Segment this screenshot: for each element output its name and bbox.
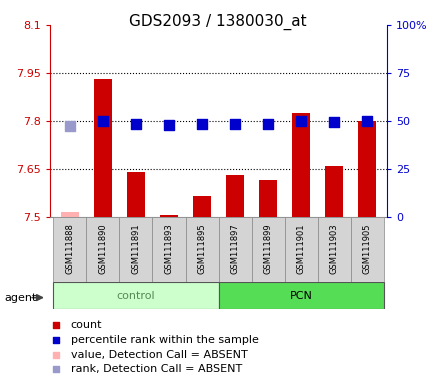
Bar <box>317 217 350 282</box>
Point <box>231 121 238 127</box>
Bar <box>358 121 375 217</box>
Point <box>330 119 337 126</box>
Bar <box>226 175 243 217</box>
Point <box>52 337 59 343</box>
Bar <box>127 172 145 217</box>
Text: agent: agent <box>4 293 36 303</box>
Bar <box>119 217 152 282</box>
Bar <box>325 166 342 217</box>
Text: GDS2093 / 1380030_at: GDS2093 / 1380030_at <box>128 13 306 30</box>
Point <box>264 121 271 127</box>
Bar <box>53 217 86 282</box>
Bar <box>193 196 210 217</box>
Point <box>198 121 205 127</box>
Text: GSM111891: GSM111891 <box>131 223 140 274</box>
Text: value, Detection Call = ABSENT: value, Detection Call = ABSENT <box>71 349 247 360</box>
Bar <box>185 217 218 282</box>
Bar <box>61 212 79 217</box>
Point <box>363 118 370 124</box>
Bar <box>218 282 383 309</box>
Point <box>132 121 139 127</box>
Point <box>165 122 172 128</box>
Point <box>52 352 59 358</box>
Bar <box>218 217 251 282</box>
Bar <box>152 217 185 282</box>
Bar <box>251 217 284 282</box>
Bar <box>53 282 218 309</box>
Text: GSM111890: GSM111890 <box>98 223 107 274</box>
Text: GSM111903: GSM111903 <box>329 223 338 274</box>
Point <box>52 366 59 372</box>
Text: GSM111899: GSM111899 <box>263 223 272 274</box>
Bar <box>259 180 276 217</box>
Bar <box>350 217 383 282</box>
Text: GSM111901: GSM111901 <box>296 223 305 273</box>
Bar <box>284 217 317 282</box>
Text: GSM111897: GSM111897 <box>230 223 239 274</box>
Bar <box>94 79 112 217</box>
Text: control: control <box>116 291 155 301</box>
Text: GSM111905: GSM111905 <box>362 223 371 273</box>
Text: GSM111888: GSM111888 <box>65 223 74 274</box>
Text: percentile rank within the sample: percentile rank within the sample <box>71 335 258 345</box>
Point <box>99 118 106 124</box>
Point <box>52 322 59 328</box>
Text: count: count <box>71 320 102 330</box>
Point <box>297 118 304 124</box>
Bar <box>292 113 309 217</box>
Point <box>66 123 73 129</box>
Bar <box>86 217 119 282</box>
Text: PCN: PCN <box>289 291 312 301</box>
Text: GSM111893: GSM111893 <box>164 223 173 274</box>
Text: GSM111895: GSM111895 <box>197 223 206 274</box>
Bar <box>160 215 178 217</box>
Text: rank, Detection Call = ABSENT: rank, Detection Call = ABSENT <box>71 364 242 374</box>
